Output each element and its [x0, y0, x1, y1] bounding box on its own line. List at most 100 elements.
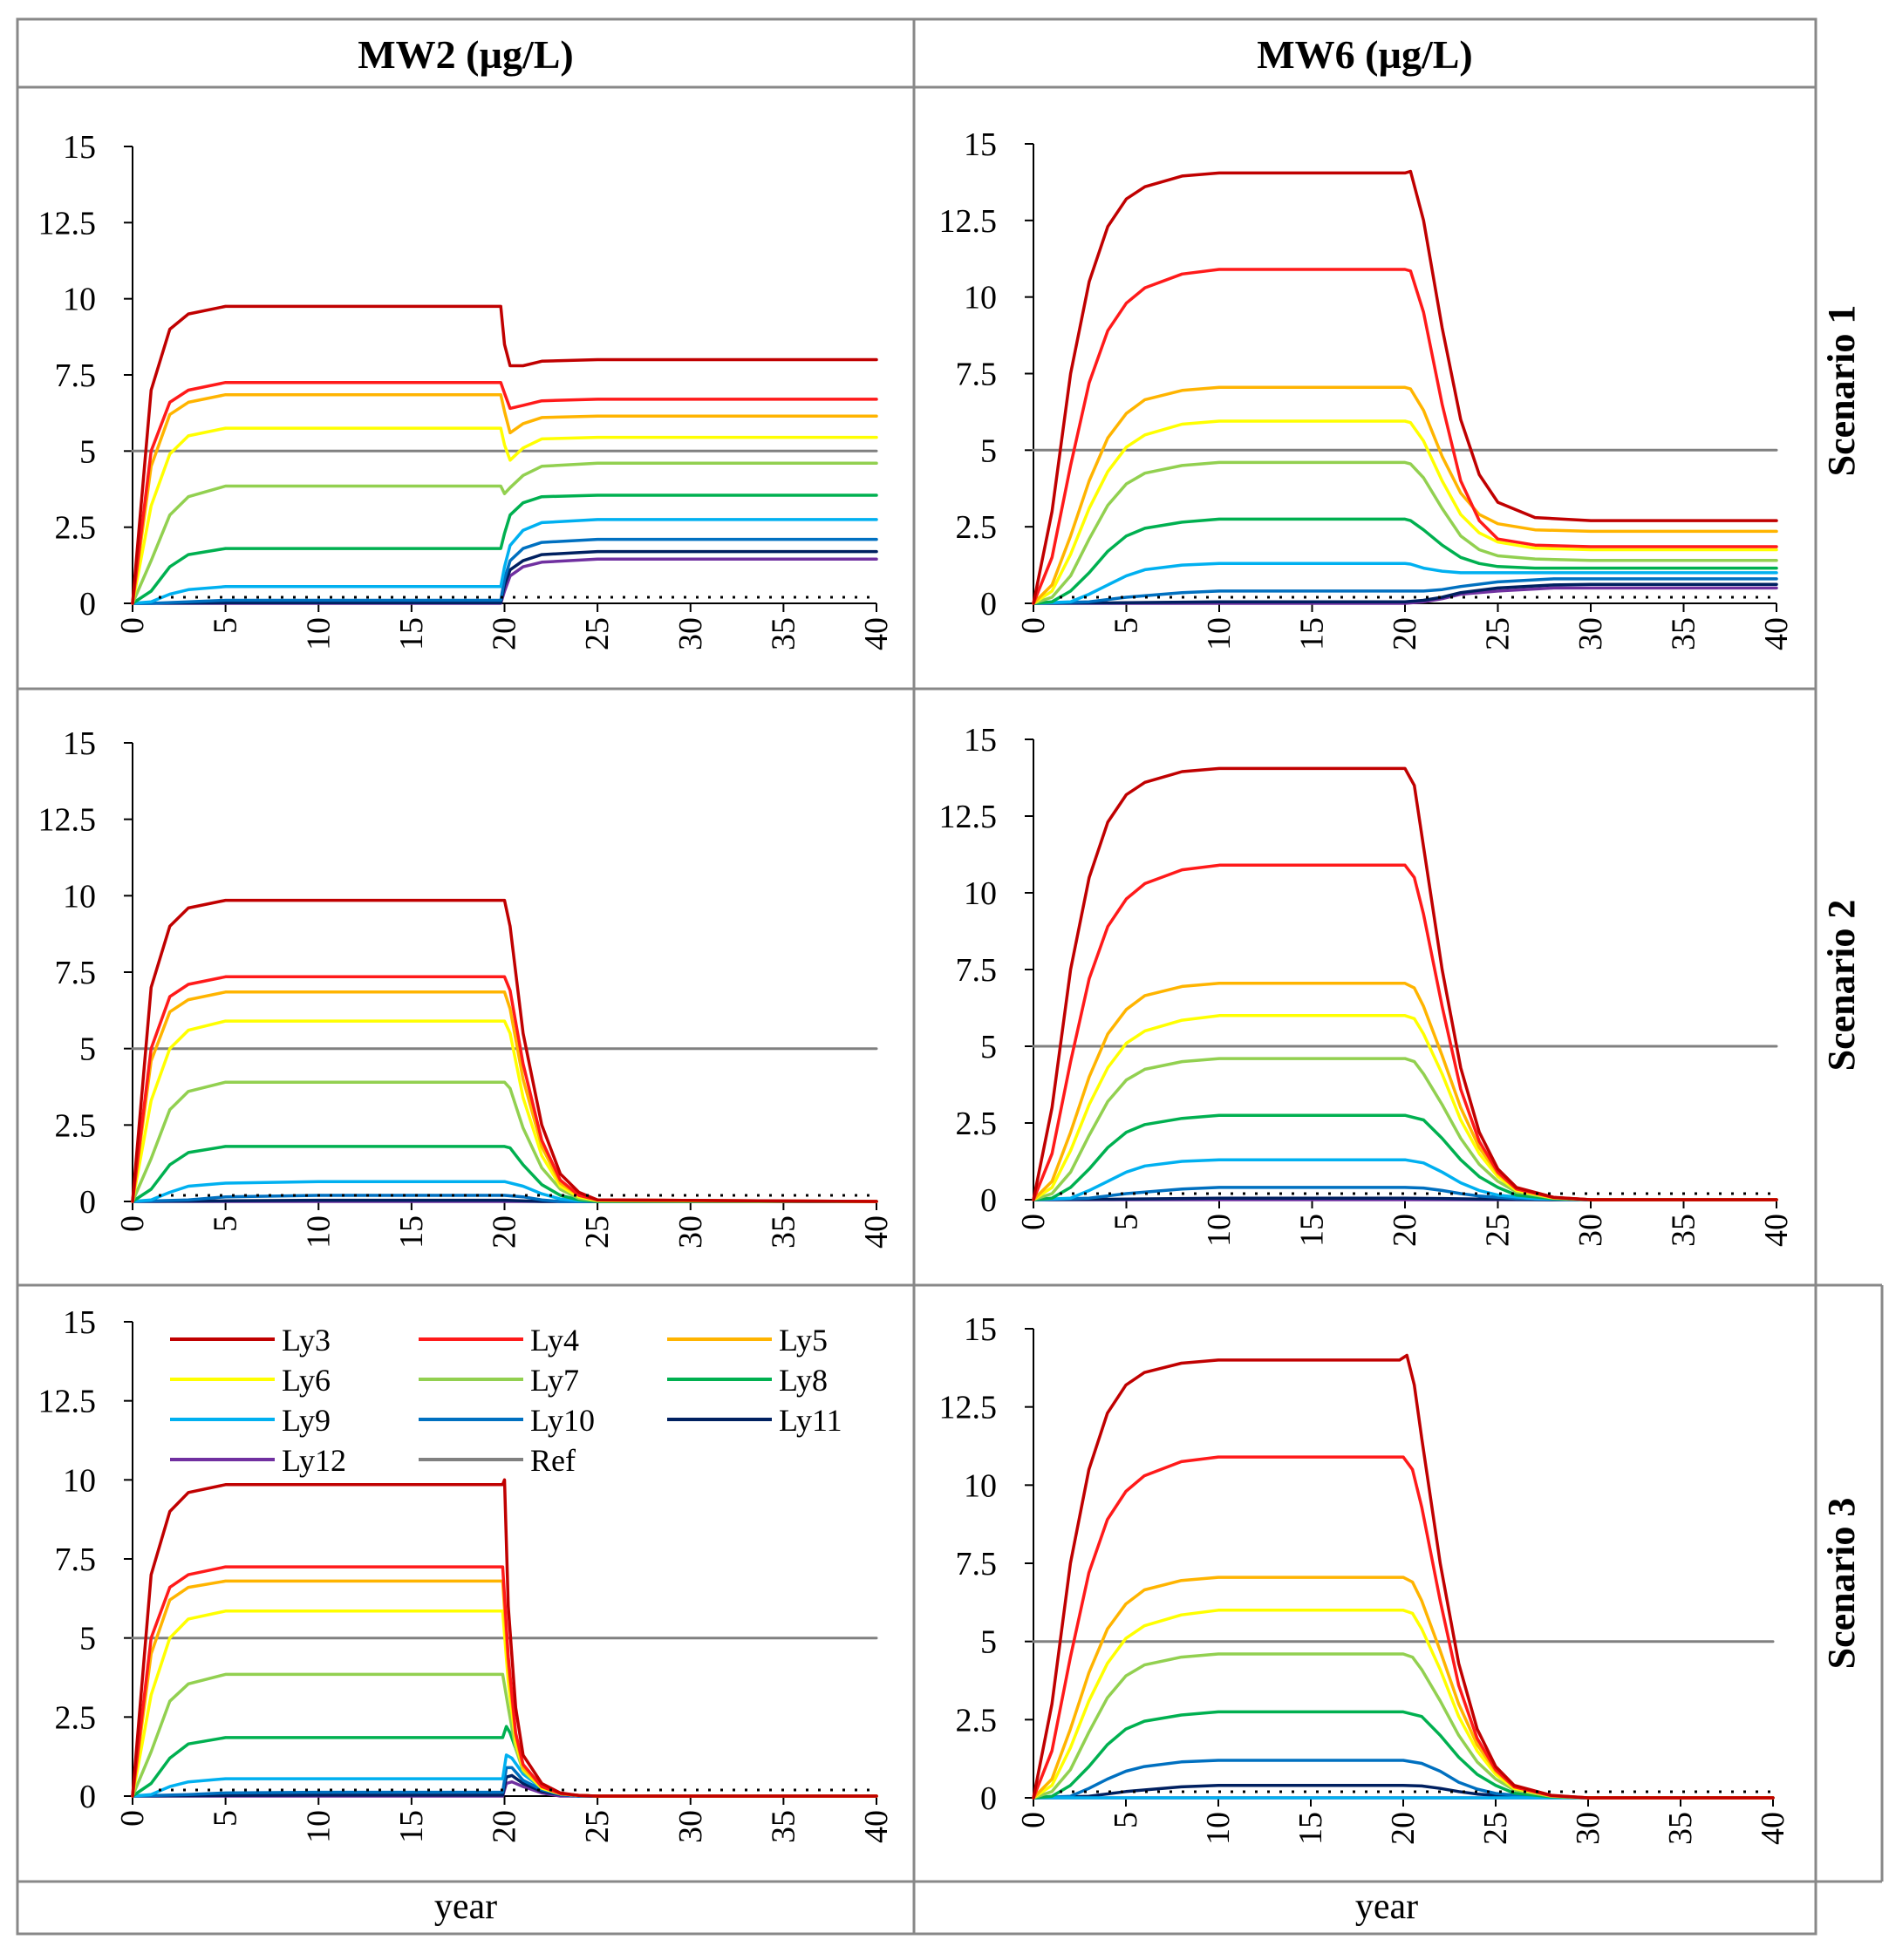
legend-label-ly10: Ly10: [530, 1403, 595, 1438]
y-tick-label: 0: [980, 586, 997, 623]
y-tick-label: 7.5: [956, 952, 998, 989]
x-tick-label: 10: [1201, 1214, 1238, 1247]
legend: Ly3 Ly4 Ly5 Ly6 Ly7 Ly8 Ly9 Ly10 Ly11 Ly12 Ref: [170, 1323, 842, 1478]
y-tick-label: 12.5: [38, 205, 97, 242]
y-tick-label: 7.5: [956, 1546, 998, 1582]
series-line-ly9: [131, 1180, 878, 1203]
x-tick-label: 0: [114, 1810, 151, 1827]
chart-mw2-scenario-3: 0 2.5 5 7.5 10 12.5 15 0 5 10 15 20 25 30 35 40: [38, 1304, 896, 1843]
y-tick-label: 15: [63, 129, 96, 166]
x-tick-label: 5: [208, 1215, 244, 1232]
series-line-ly8: [131, 1145, 878, 1203]
x-tick-label: 5: [208, 1810, 244, 1827]
x-tick-label: 30: [1572, 617, 1609, 650]
y-tick-label: 15: [964, 126, 997, 163]
y-tick-label: 5: [980, 432, 997, 469]
x-tick-label: 30: [672, 617, 709, 650]
x-tick-label: 15: [1292, 1812, 1329, 1845]
x-tick-label: 20: [1385, 1812, 1422, 1845]
x-axis-label-left: year: [434, 1887, 497, 1927]
y-tick-label: 5: [79, 1621, 96, 1657]
x-tick-label: 30: [672, 1810, 709, 1843]
series-line-ly8: [131, 493, 878, 605]
legend-label-ly7: Ly7: [530, 1363, 579, 1398]
legend-label-ly12: Ly12: [282, 1443, 346, 1478]
series-line-ly11: [1032, 582, 1778, 605]
y-tick-label: 10: [964, 280, 997, 316]
chart-mw2-scenario-2: 0 2.5 5 7.5 10 12.5 15 0 5 10 15 20 25 30 35 40: [38, 725, 896, 1249]
x-tick-label: 40: [858, 617, 895, 650]
y-tick-label: 10: [964, 875, 997, 912]
y-tick-label: 2.5: [55, 1699, 97, 1736]
x-tick-label: 20: [487, 1215, 523, 1249]
x-tick-label: 5: [1108, 1214, 1145, 1230]
x-tick-label: 10: [1200, 1812, 1237, 1845]
row-label-scenario-1: Scenario 1: [1820, 305, 1863, 477]
y-tick-label: 2.5: [55, 510, 97, 547]
x-tick-label: 0: [114, 617, 151, 634]
series-line-ly5: [131, 392, 878, 605]
row-label-scenario-3: Scenario 3: [1820, 1498, 1863, 1670]
y-tick-label: 2.5: [956, 1106, 998, 1142]
x-tick-label: 40: [1758, 617, 1795, 650]
x-tick-label: 25: [579, 1215, 616, 1249]
x-axis-label-right: year: [1355, 1887, 1418, 1927]
legend-label-ly9: Ly9: [282, 1403, 331, 1438]
x-tick-label: 35: [765, 1810, 801, 1843]
column-header-mw2: MW2 (µg/L): [358, 32, 574, 77]
series-line-ly10: [1032, 1186, 1778, 1201]
series-line-ly4: [131, 380, 878, 605]
x-tick-label: 5: [208, 617, 244, 634]
y-tick-label: 10: [964, 1467, 997, 1504]
x-tick-label: 25: [1480, 1214, 1517, 1247]
table-border: [16, 17, 1817, 1936]
x-tick-label: 10: [300, 1215, 337, 1249]
table-grid: [16, 17, 1884, 1936]
x-tick-label: 30: [1570, 1812, 1606, 1845]
y-tick-label: 10: [63, 1462, 96, 1499]
series-line-ly4: [131, 975, 878, 1203]
series-line-ly4: [1032, 268, 1778, 605]
y-tick-label: 5: [980, 1624, 997, 1661]
x-tick-label: 35: [765, 617, 801, 650]
x-tick-label: 15: [1294, 617, 1331, 650]
series-line-ly9: [1032, 1158, 1778, 1201]
x-tick-label: 35: [765, 1215, 801, 1249]
y-tick-label: 12.5: [38, 1384, 97, 1420]
series-line-ly8: [1032, 1710, 1775, 1800]
x-tick-label: 10: [300, 617, 337, 650]
y-tick-label: 2.5: [956, 1702, 998, 1739]
x-tick-label: 25: [579, 617, 616, 650]
series-line-ly5: [1032, 385, 1778, 605]
legend-label-ly5: Ly5: [779, 1323, 828, 1358]
series-line-ly6: [131, 426, 878, 605]
x-tick-label: 20: [487, 617, 523, 650]
y-tick-label: 0: [980, 1780, 997, 1817]
y-tick-label: 7.5: [55, 357, 97, 394]
series-line-ly7: [131, 1080, 878, 1203]
y-tick-label: 7.5: [956, 357, 998, 393]
x-tick-label: 40: [1755, 1812, 1791, 1845]
y-tick-label: 12.5: [939, 799, 998, 835]
series-line-ly6: [1032, 419, 1778, 605]
row-label-scenario-2: Scenario 2: [1820, 900, 1863, 1072]
x-tick-label: 35: [1666, 1214, 1702, 1247]
x-tick-label: 25: [1477, 1812, 1514, 1845]
x-tick-label: 15: [393, 1215, 430, 1249]
x-tick-label: 35: [1666, 617, 1702, 650]
y-tick-label: 7.5: [55, 1541, 97, 1578]
legend-label-ly8: Ly8: [779, 1363, 828, 1398]
series-line-ly8: [1032, 1113, 1778, 1201]
y-tick-label: 10: [63, 878, 96, 915]
x-tick-label: 20: [487, 1810, 523, 1843]
series-line-ly6: [1032, 1609, 1775, 1800]
series-line-ly9: [1032, 561, 1778, 605]
series-line-ly3: [1032, 766, 1778, 1201]
y-tick-label: 5: [79, 433, 96, 470]
x-tick-label: 40: [1758, 1214, 1795, 1247]
series-line-ly10: [1032, 1759, 1775, 1800]
chart-mw6-scenario-2: 0 2.5 5 7.5 10 12.5 15 0 5 10 15 20 25 30 35 40: [939, 722, 1796, 1247]
y-tick-label: 0: [980, 1182, 997, 1219]
series-line-ly3: [131, 898, 878, 1203]
x-tick-label: 20: [1387, 1214, 1423, 1247]
